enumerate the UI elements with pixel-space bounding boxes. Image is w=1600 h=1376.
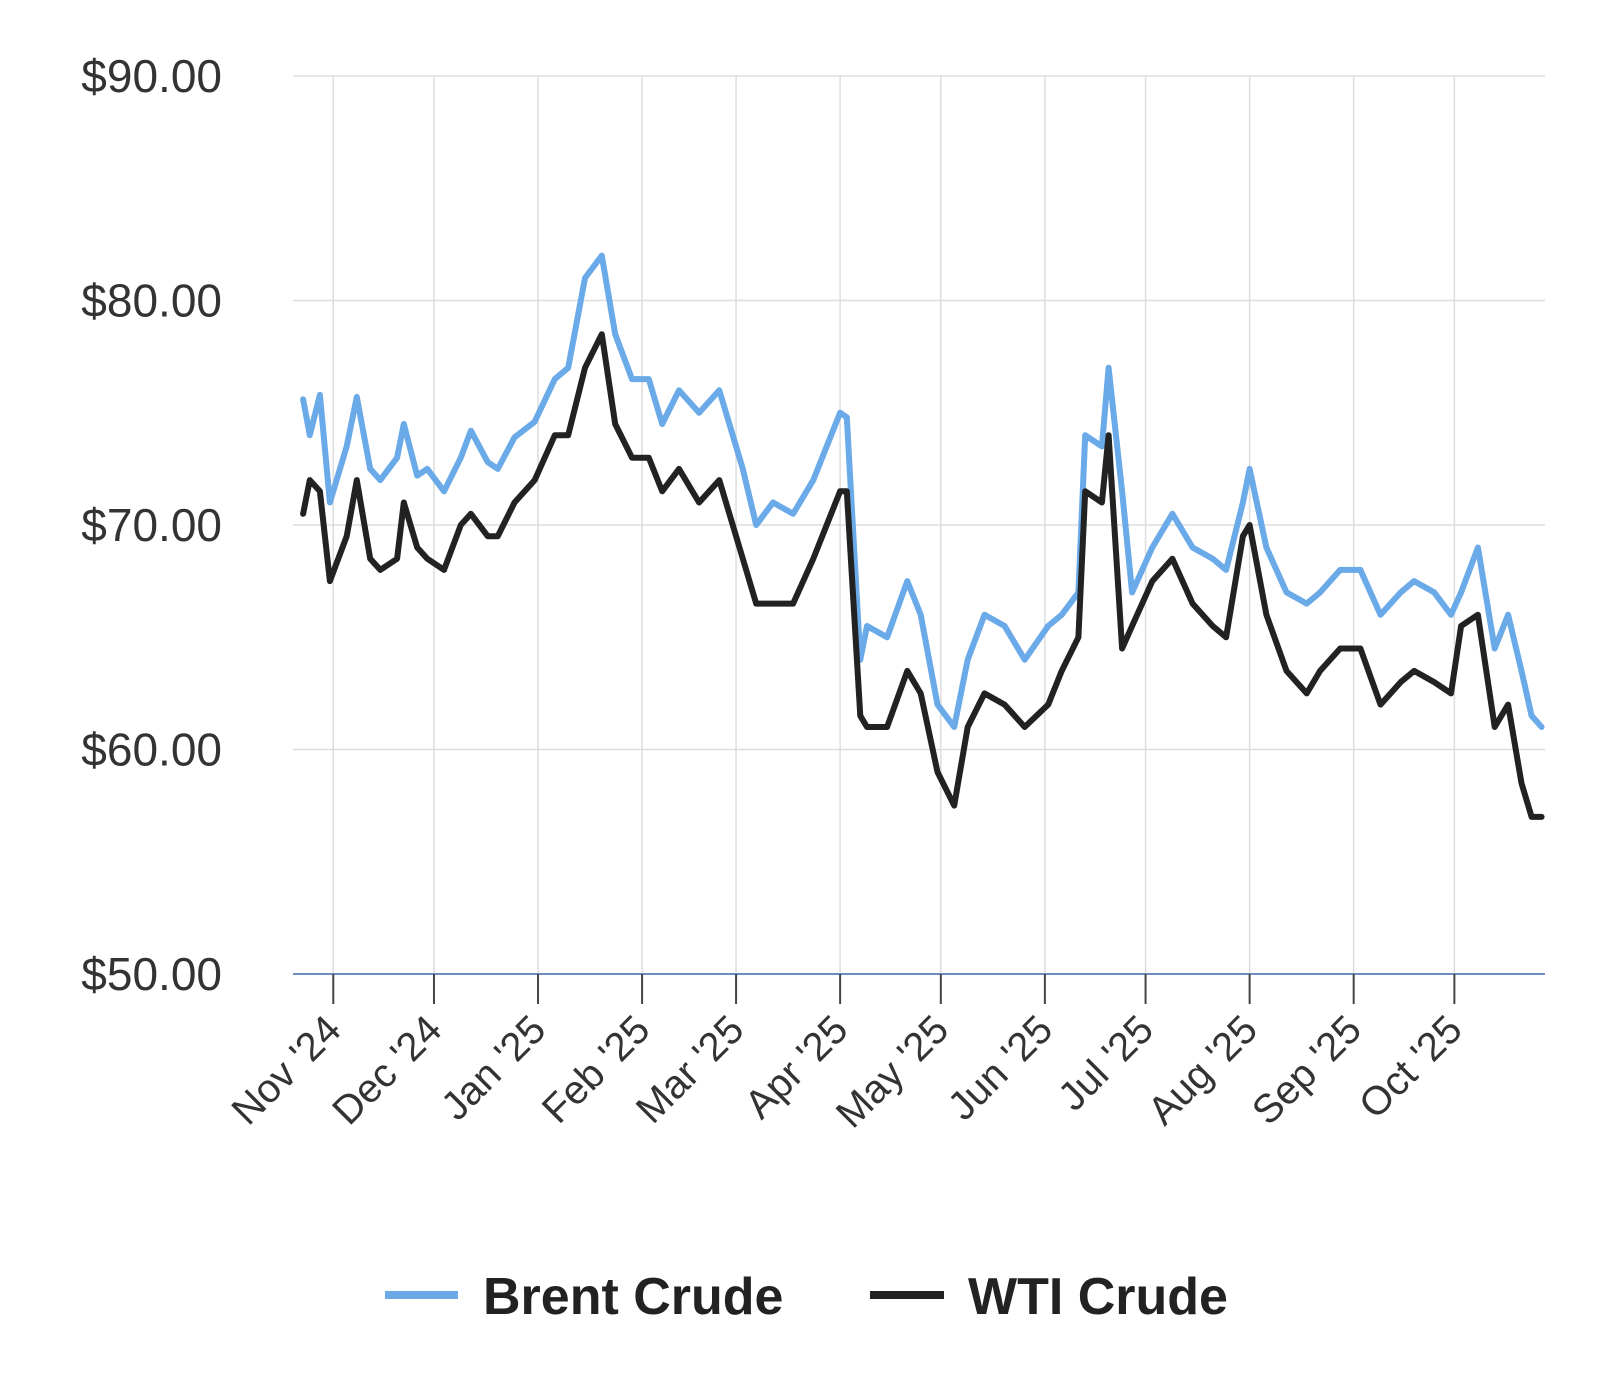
y-tick-label: $80.00: [81, 275, 222, 327]
y-tick-label: $60.00: [81, 724, 222, 776]
x-tick-label: Jan '25: [433, 1007, 554, 1128]
x-tick-label: Dec '24: [324, 1007, 450, 1133]
legend-label-wti-crude: WTI Crude: [968, 1268, 1228, 1326]
y-tick-label: $90.00: [81, 50, 222, 102]
x-tick-label: Nov '24: [224, 1007, 350, 1133]
x-tick-label: Oct '25: [1351, 1007, 1471, 1127]
y-axis-tick-labels: $90.00 $80.00 $70.00 $60.00 $50.00: [81, 50, 222, 1000]
horizontal-gridlines: [293, 75, 1545, 975]
x-tick-label: May '25: [828, 1007, 957, 1136]
legend: Brent Crude WTI Crude: [385, 1268, 1228, 1326]
series-line-brent-crude: [300, 252, 1545, 730]
x-tick-label: Sep '25: [1244, 1007, 1370, 1133]
series-lines: [300, 252, 1545, 820]
x-tick-label: Jun '25: [940, 1007, 1061, 1128]
y-tick-label: $50.00: [81, 948, 222, 1000]
x-tick-label: Mar '25: [628, 1007, 753, 1132]
series-line-wti-crude: [300, 331, 1545, 820]
y-tick-label: $70.00: [81, 499, 222, 551]
legend-label-brent-crude: Brent Crude: [483, 1268, 783, 1326]
x-tick-label: Aug '25: [1140, 1007, 1266, 1133]
